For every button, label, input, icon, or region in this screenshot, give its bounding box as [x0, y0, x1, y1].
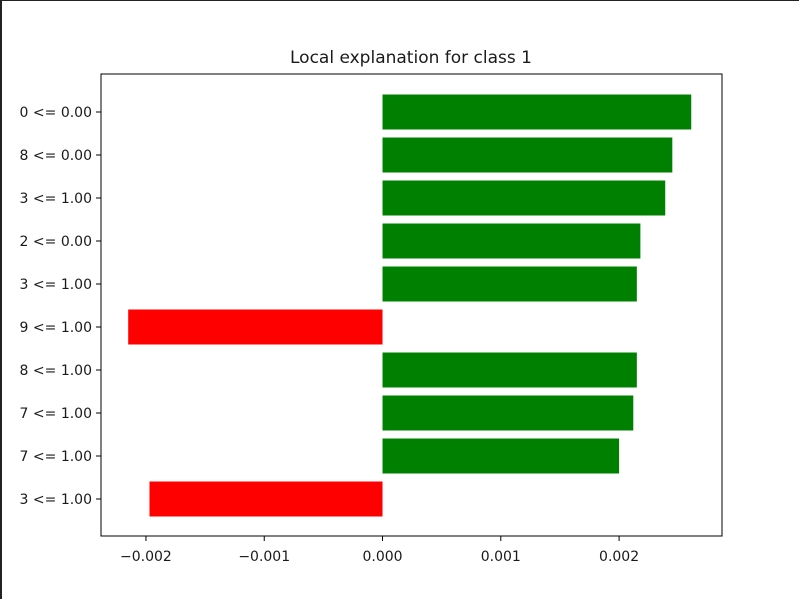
y-tick-label: 3 <= 1.00 [20, 191, 92, 207]
bar-6 [382, 352, 637, 388]
bar-5 [128, 309, 383, 345]
bar-2 [382, 180, 666, 216]
y-tick-label: 7 <= 1.00 [20, 449, 92, 465]
x-tick-label: −0.002 [120, 549, 172, 565]
y-tick-label: 3 <= 1.00 [20, 492, 92, 508]
y-tick-label: 3 <= 1.00 [20, 277, 92, 293]
bar-7 [382, 395, 634, 431]
x-tick-label: 0.002 [599, 549, 639, 565]
bar-9 [149, 481, 383, 517]
y-tick-label: 7 <= 1.00 [20, 406, 92, 422]
x-tick-label: 0.001 [481, 549, 521, 565]
y-tick-label: 0 <= 0.00 [20, 105, 92, 121]
y-tick-label: 8 <= 1.00 [20, 363, 92, 379]
chart-title: Local explanation for class 1 [290, 48, 532, 68]
bar-0 [382, 94, 692, 130]
bar-4 [382, 266, 637, 302]
y-tick-label: 2 <= 0.00 [20, 234, 92, 250]
x-tick-label: −0.001 [238, 549, 290, 565]
y-tick-label: 8 <= 0.00 [20, 148, 92, 164]
bar-8 [382, 438, 620, 474]
plot-area-border [100, 73, 723, 537]
y-tick-label: 9 <= 1.00 [20, 320, 92, 336]
x-axis: −0.002 −0.001 0.000 0.001 0.002 [120, 536, 639, 565]
bars-layer [128, 94, 692, 517]
x-tick-label: 0.000 [362, 549, 402, 565]
bar-1 [382, 137, 673, 173]
y-axis: 0 <= 0.00 8 <= 0.00 3 <= 1.00 2 <= 0.00 3 <=… [20, 105, 101, 508]
bar-3 [382, 223, 641, 259]
